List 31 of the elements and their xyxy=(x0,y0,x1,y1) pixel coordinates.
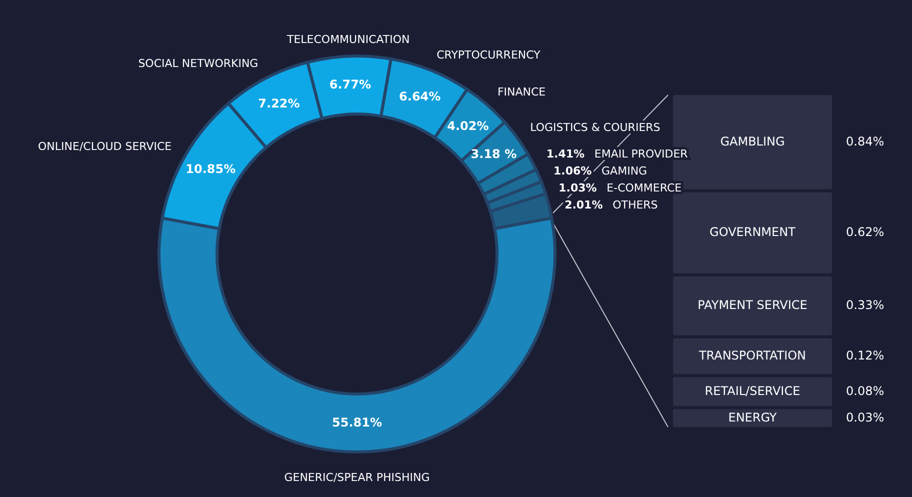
slice-label: SOCIAL NETWORKING xyxy=(138,57,258,70)
data-label: 0.33% xyxy=(846,298,884,312)
data-label: 1.06% xyxy=(554,164,592,178)
data-label: 55.81% xyxy=(332,415,382,430)
category-label: RETAIL/SERVICE xyxy=(704,384,800,398)
category-label: GOVERNMENT xyxy=(710,225,796,240)
slice-label: OTHERS xyxy=(612,198,658,212)
slice-label: GAMING xyxy=(602,164,648,178)
data-label: 10.85% xyxy=(186,162,236,176)
data-label: 6.64% xyxy=(399,89,441,104)
data-label: 0.84% xyxy=(846,134,884,148)
category-label: PAYMENT SERVICE xyxy=(698,298,808,312)
category-label: GAMBLING xyxy=(720,134,785,148)
slice-label: CRYPTOCURRENCY xyxy=(436,48,541,62)
data-label: 3.18 % xyxy=(470,146,517,161)
data-label: 7.22% xyxy=(258,96,300,110)
data-label: 4.02% xyxy=(447,118,489,133)
data-label: 0.12% xyxy=(846,348,884,363)
slice-label: E-COMMERCE xyxy=(606,181,682,194)
slice-label: TELECOMMUNICATION xyxy=(286,33,410,46)
data-label: 0.03% xyxy=(846,410,884,424)
slice-label: FINANCE xyxy=(497,86,546,99)
data-label: 1.41% xyxy=(546,147,585,160)
slice-label: ONLINE/CLOUD SERVICE xyxy=(38,140,172,154)
data-label: 0.62% xyxy=(846,225,884,240)
data-label: 2.01% xyxy=(564,198,603,212)
category-label: ENERGY xyxy=(728,410,778,424)
category-label: TRANSPORTATION xyxy=(698,348,806,363)
slice-label: GENERIC/SPEAR PHISHING xyxy=(284,471,430,484)
data-label: 0.08% xyxy=(846,384,884,398)
data-label: 6.77% xyxy=(329,77,372,92)
